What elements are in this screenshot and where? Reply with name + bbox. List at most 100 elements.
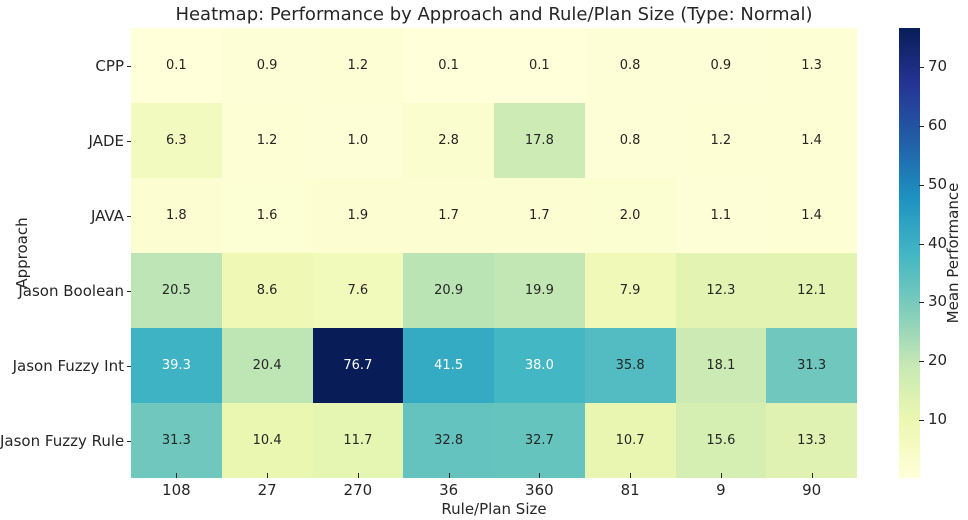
heatmap-cell-jason-fuzzy-rule-360: 32.7 — [494, 403, 585, 478]
cell-value: 1.7 — [529, 208, 550, 223]
cell-value: 13.3 — [797, 433, 827, 448]
colorbar-gradient — [899, 28, 920, 478]
cell-value: 1.4 — [801, 208, 822, 223]
heatmap-cell-cpp-36: 0.1 — [403, 28, 494, 103]
y-tickmark — [127, 366, 131, 367]
cell-value: 1.4 — [801, 133, 822, 148]
heatmap-cell-jade-108: 6.3 — [131, 103, 222, 178]
cell-value: 8.6 — [256, 283, 278, 298]
cell-value: 2.0 — [619, 208, 641, 223]
heatmap-cell-jason-fuzzy-rule-90: 13.3 — [766, 403, 857, 478]
y-tickmark — [127, 441, 131, 442]
x-tickmark — [267, 473, 268, 478]
heatmap-cell-java-108: 1.8 — [131, 178, 222, 253]
ytick-java: JAVA — [90, 206, 124, 225]
ytick-jade: JADE — [88, 131, 124, 150]
colorbar-tickmark — [919, 420, 924, 421]
x-axis-label: Rule/Plan Size — [441, 500, 547, 518]
heatmap-cell-jade-90: 1.4 — [766, 103, 857, 178]
cell-value: 7.9 — [619, 283, 641, 298]
heatmap-cell-cpp-360: 0.1 — [494, 28, 585, 103]
heatmap-cell-cpp-27: 0.9 — [221, 28, 313, 103]
heatmap-cell-jason-fuzzy-rule-81: 10.7 — [584, 403, 676, 478]
y-tickmark — [127, 141, 131, 142]
heatmap-cell-cpp-81: 0.8 — [584, 28, 676, 103]
cell-value: 1.9 — [347, 208, 369, 223]
y-tickmark — [127, 216, 131, 217]
colorbar-tickmark — [919, 126, 924, 127]
heatmap-cell-jason-boolean-9: 12.3 — [675, 253, 767, 328]
ytick-jason-fuzzy-int: Jason Fuzzy Int — [12, 356, 124, 375]
cell-value: 31.3 — [161, 433, 191, 448]
cell-value: 35.8 — [615, 358, 645, 373]
cell-value: 0.8 — [619, 58, 641, 73]
heatmap-cell-java-90: 1.4 — [766, 178, 857, 253]
ytick-cpp: CPP — [95, 56, 124, 75]
heatmap-cell-cpp-270: 1.2 — [312, 28, 404, 103]
cell-value: 19.9 — [524, 283, 554, 298]
cell-value: 1.2 — [256, 133, 278, 148]
x-tickmark — [630, 473, 631, 478]
colorbar-tickmark — [919, 185, 924, 186]
cell-value: 0.9 — [256, 58, 278, 73]
cell-value: 10.7 — [615, 433, 645, 448]
heatmap-cell-cpp-9: 0.9 — [675, 28, 767, 103]
x-tickmark — [176, 473, 177, 478]
cell-value: 1.2 — [710, 133, 732, 148]
y-tickmark — [127, 66, 131, 67]
cell-value: 17.8 — [524, 133, 554, 148]
heatmap-cell-jason-fuzzy-int-90: 31.3 — [766, 328, 857, 403]
cell-value: 0.9 — [710, 58, 732, 73]
xtick-360: 360 — [525, 481, 554, 499]
heatmap-cell-jason-fuzzy-int-27: 20.4 — [221, 328, 313, 403]
heatmap-cell-jason-boolean-36: 20.9 — [403, 253, 494, 328]
heatmap-cell-java-36: 1.7 — [403, 178, 494, 253]
heatmap-cell-jason-boolean-270: 7.6 — [312, 253, 404, 328]
colorbar-tick-30: 30 — [928, 292, 948, 311]
heatmap-cell-jason-fuzzy-rule-36: 32.8 — [403, 403, 494, 478]
heatmap-cell-jason-boolean-90: 12.1 — [766, 253, 857, 328]
xtick-27: 27 — [257, 481, 277, 499]
colorbar-tick-60: 60 — [928, 116, 948, 135]
cell-value: 1.2 — [347, 58, 369, 73]
x-tickmark — [449, 473, 450, 478]
heatmap-cell-jade-270: 1.0 — [312, 103, 404, 178]
heatmap-cell-jade-81: 0.8 — [584, 103, 676, 178]
heatmap-cell-jason-fuzzy-rule-27: 10.4 — [221, 403, 313, 478]
x-tickmark — [358, 473, 359, 478]
heatmap-cell-jason-fuzzy-rule-108: 31.3 — [131, 403, 222, 478]
heatmap-cell-jason-fuzzy-int-36: 41.5 — [403, 328, 494, 403]
colorbar-tickmark — [919, 244, 924, 245]
cell-value: 1.1 — [710, 208, 732, 223]
heatmap-cell-jade-36: 2.8 — [403, 103, 494, 178]
cell-value: 11.7 — [343, 433, 373, 448]
cell-value: 1.7 — [438, 208, 459, 223]
cell-value: 1.6 — [256, 208, 278, 223]
heatmap-cell-jason-fuzzy-int-270: 76.7 — [312, 328, 404, 403]
xtick-36: 36 — [439, 481, 459, 499]
cell-value: 18.1 — [706, 358, 736, 373]
cell-value: 15.6 — [706, 433, 736, 448]
colorbar-label: Mean Performance — [944, 182, 962, 324]
cell-value: 20.4 — [252, 358, 282, 373]
cell-value: 12.3 — [706, 283, 736, 298]
heatmap-cell-jason-fuzzy-int-81: 35.8 — [584, 328, 676, 403]
heatmap-cell-jade-27: 1.2 — [221, 103, 313, 178]
cell-value: 38.0 — [524, 358, 554, 373]
colorbar-tickmark — [919, 361, 924, 362]
x-tickmark — [721, 473, 722, 478]
colorbar-tick-10: 10 — [928, 409, 948, 428]
cell-value: 0.1 — [438, 58, 459, 73]
xtick-270: 270 — [343, 481, 373, 499]
heatmap-cell-jason-boolean-81: 7.9 — [584, 253, 676, 328]
ytick-jason-boolean: Jason Boolean — [18, 281, 124, 300]
cell-value: 10.4 — [252, 433, 282, 448]
cell-value: 0.1 — [166, 58, 187, 73]
heatmap-cell-java-27: 1.6 — [221, 178, 313, 253]
cell-value: 0.8 — [619, 133, 641, 148]
colorbar-tickmark — [919, 302, 924, 303]
cell-value: 20.5 — [161, 283, 191, 298]
cell-value: 7.6 — [347, 283, 369, 298]
heatmap-cell-jason-fuzzy-int-9: 18.1 — [675, 328, 767, 403]
cell-value: 20.9 — [434, 283, 464, 298]
